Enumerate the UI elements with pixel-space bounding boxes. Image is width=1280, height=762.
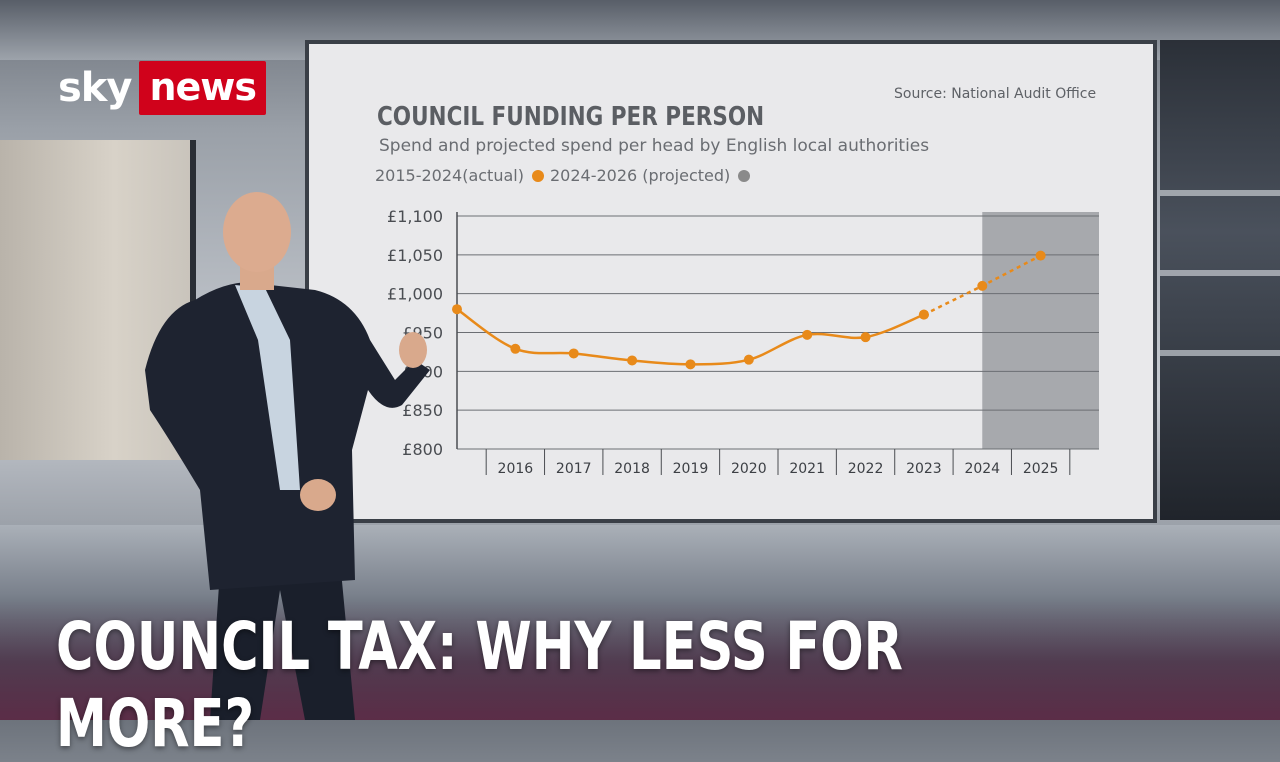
presenter bbox=[145, 192, 430, 720]
legend-actual-label: 2015-2024(actual) bbox=[375, 166, 524, 185]
legend-projected-marker bbox=[738, 169, 751, 182]
presenter-head bbox=[223, 192, 291, 272]
legend-actual-marker bbox=[531, 169, 544, 182]
data-point bbox=[510, 343, 521, 354]
legend-projected-label: 2024-2026 (projected) bbox=[549, 166, 731, 185]
studio-background-right bbox=[1160, 40, 1280, 520]
chart-board: £1,100£1,050£1,000£950£900£850£800201620… bbox=[305, 40, 1157, 523]
data-point bbox=[452, 304, 462, 315]
presenter-left-hand bbox=[300, 479, 336, 511]
y-tick-label: £1,050 bbox=[387, 246, 443, 265]
data-point bbox=[743, 354, 754, 365]
presenter-shirt bbox=[235, 285, 300, 490]
x-tick-label: 2025 bbox=[1023, 461, 1059, 477]
chart-source: Source: National Audit Office bbox=[894, 86, 1097, 102]
data-point bbox=[1035, 250, 1046, 261]
series-line-actual bbox=[456, 308, 925, 366]
studio-light-beam bbox=[1160, 270, 1280, 276]
data-point bbox=[860, 332, 871, 343]
y-tick-label: £850 bbox=[402, 401, 443, 420]
x-tick-label: 2018 bbox=[614, 461, 650, 477]
chart-subtitle: Spend and projected spend per head by En… bbox=[379, 136, 930, 156]
logo-sky-text: sky bbox=[58, 65, 132, 111]
sky-news-logo: sky news bbox=[58, 60, 267, 116]
headline-caption: COUNCIL TAX: WHY LESS FOR MORE? bbox=[56, 608, 904, 762]
chart-legend: 2015-2024(actual) 2024-2026 (projected) bbox=[375, 166, 756, 185]
studio-light-beam bbox=[1160, 350, 1280, 356]
x-tick-label: 2017 bbox=[556, 461, 592, 477]
y-tick-label: £1,000 bbox=[387, 285, 443, 304]
data-point bbox=[568, 348, 579, 359]
projected-shaded-band bbox=[982, 212, 1099, 449]
data-point bbox=[627, 355, 638, 366]
studio-light-beam bbox=[1160, 190, 1280, 196]
y-tick-label: £800 bbox=[402, 440, 443, 459]
x-tick-label: 2019 bbox=[673, 461, 709, 477]
chart-title: COUNCIL FUNDING PER PERSON bbox=[377, 102, 765, 132]
presenter-pointing-hand bbox=[399, 332, 427, 368]
x-tick-label: 2016 bbox=[498, 461, 534, 477]
logo-news-text: news bbox=[139, 61, 267, 115]
chart-plot: £1,100£1,050£1,000£950£900£850£800201620… bbox=[387, 207, 1099, 477]
x-tick-label: 2022 bbox=[848, 461, 884, 477]
x-tick-label: 2020 bbox=[731, 461, 767, 477]
data-point bbox=[977, 280, 988, 291]
y-tick-label: £1,100 bbox=[387, 207, 443, 226]
data-point bbox=[802, 329, 813, 340]
data-point bbox=[685, 359, 696, 370]
x-tick-label: 2023 bbox=[906, 461, 942, 477]
data-point bbox=[918, 309, 929, 320]
x-tick-label: 2021 bbox=[789, 461, 825, 477]
x-tick-label: 2024 bbox=[964, 461, 1000, 477]
presenter-trousers bbox=[210, 560, 355, 720]
